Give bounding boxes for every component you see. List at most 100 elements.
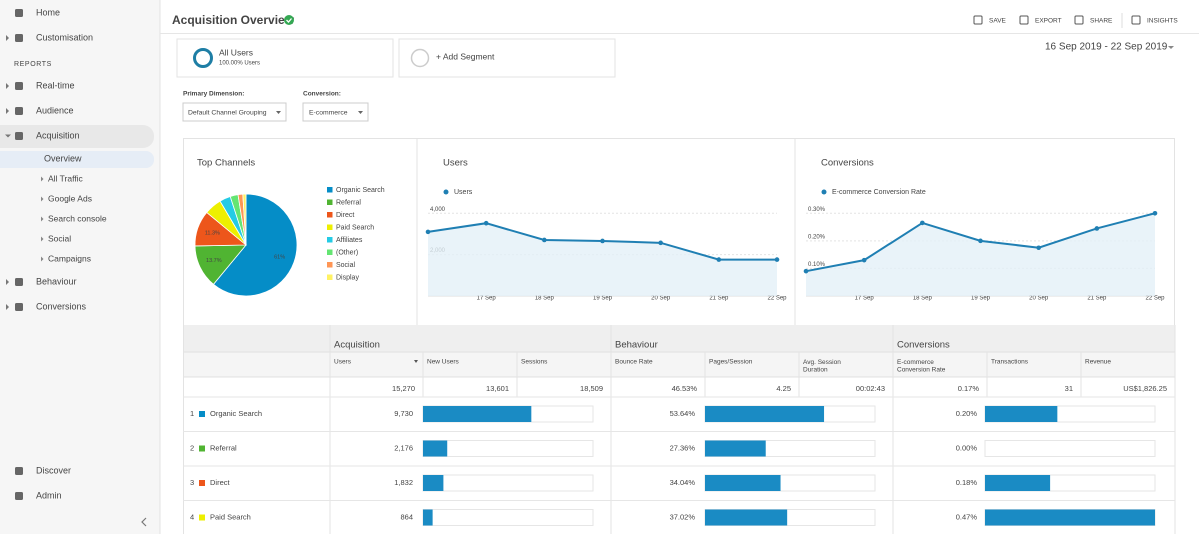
bar	[705, 509, 788, 526]
bounce-rate-value: 53.64%	[670, 409, 696, 418]
nav-item[interactable]: Behaviour	[36, 276, 77, 286]
nav-item[interactable]: Overview	[44, 153, 82, 163]
legend-swatch	[327, 274, 333, 280]
action-icon	[1131, 15, 1141, 25]
channel-link[interactable]: Referral	[210, 443, 237, 452]
point	[1094, 226, 1100, 231]
expand-arrow	[41, 236, 44, 242]
column-header[interactable]: Users	[334, 359, 352, 366]
bar-track	[422, 440, 594, 457]
y-tick-label: 0.20%	[808, 234, 826, 240]
legend-swatch	[327, 212, 333, 218]
legend-swatch	[327, 199, 333, 205]
column-header[interactable]: Transactions	[991, 359, 1029, 366]
total-value: 0.17%	[958, 384, 980, 393]
slice-label: 11.3%	[205, 231, 220, 237]
bar-track	[984, 440, 1156, 457]
legend-swatch	[327, 262, 333, 268]
nav-item[interactable]: Customisation	[36, 32, 93, 42]
dropdown[interactable]	[182, 102, 287, 122]
column-header[interactable]: Sessions	[521, 359, 548, 366]
total-value: 00:02:43	[856, 384, 885, 393]
point	[1036, 245, 1041, 251]
nav-item[interactable]: Admin	[36, 490, 62, 500]
legend-label: Display	[336, 274, 359, 281]
area	[806, 213, 1155, 296]
legend-label: Paid Search	[336, 224, 374, 231]
legend-label: Direct	[336, 212, 354, 219]
channel-link[interactable]: Organic Search	[210, 409, 262, 418]
nav-item[interactable]: Social	[48, 233, 71, 243]
channel-link[interactable]: Paid Search	[210, 512, 251, 521]
expand-arrow	[41, 216, 44, 222]
total-value: 4.25	[776, 384, 791, 393]
nav-item[interactable]: Discover	[36, 465, 71, 475]
row-rank: 1	[190, 409, 194, 418]
nav-icon	[15, 107, 23, 115]
channel-swatch	[199, 445, 205, 452]
nav-icon	[15, 82, 23, 90]
add-segment[interactable]: + Add Segment	[436, 51, 495, 61]
y-tick-label: 0.30%	[808, 207, 826, 213]
action-button[interactable]: EXPORT	[1035, 18, 1062, 25]
nav-item[interactable]: Conversions	[36, 301, 87, 311]
users-value: 2,176	[394, 443, 413, 452]
nav-item[interactable]: Acquisition	[36, 130, 80, 140]
chart-title: Users	[443, 158, 468, 169]
active-section	[0, 125, 154, 148]
action-button[interactable]: SHARE	[1090, 18, 1113, 25]
nav-item[interactable]: Campaigns	[48, 253, 91, 263]
dropdown-value: E-commerce	[309, 109, 348, 116]
action-button[interactable]: SAVE	[989, 18, 1007, 25]
total-value: 46.53%	[672, 384, 698, 393]
channel-swatch	[199, 514, 205, 521]
action-button[interactable]: INSIGHTS	[1147, 18, 1178, 25]
x-tick-label: 17 Sep	[855, 296, 875, 302]
nav-item[interactable]: Audience	[36, 105, 74, 115]
slice-label: 61%	[274, 255, 285, 261]
channel-link[interactable]: Direct	[210, 478, 231, 487]
nav-item[interactable]: Real-time	[36, 80, 75, 90]
dropdown[interactable]	[302, 102, 369, 122]
add-segment-card[interactable]	[398, 38, 616, 78]
column-header[interactable]: Pages/Session	[709, 359, 753, 366]
column-header-row	[183, 352, 1175, 377]
area	[428, 223, 777, 296]
expand-arrow	[6, 108, 9, 114]
legend-label: Affiliates	[336, 237, 363, 244]
column-header[interactable]: New Users	[427, 359, 460, 366]
pie-slice	[242, 193, 247, 246]
users-value: 864	[400, 512, 413, 521]
y-tick-label: 4,000	[430, 207, 446, 213]
date-range[interactable]: 16 Sep 2019 - 22 Sep 2019	[1045, 42, 1168, 53]
action-icon	[1019, 15, 1029, 25]
column-header[interactable]: Bounce Rate	[615, 359, 653, 366]
nav-item: REPORTS	[14, 61, 52, 68]
nav-icon	[15, 132, 23, 140]
point	[483, 220, 489, 226]
nav-item[interactable]: All Traffic	[48, 173, 84, 183]
x-tick-label: 22 Sep	[1145, 296, 1165, 302]
bounce-rate-value: 37.02%	[670, 512, 696, 521]
chart-title: Conversions	[821, 158, 874, 169]
column-header[interactable]: Revenue	[1085, 359, 1111, 366]
nav-item[interactable]: Google Ads	[48, 193, 92, 203]
dropdown-caret	[358, 111, 363, 114]
column-header[interactable]: E-commerce Conversion Rate	[897, 359, 946, 374]
page-title: Acquisition Overview	[172, 13, 295, 27]
nav-item[interactable]: Search console	[48, 213, 107, 223]
expand-arrow	[6, 304, 9, 310]
segment-card	[176, 38, 394, 78]
column-header[interactable]: Avg. Session Duration	[803, 359, 843, 374]
x-tick-label: 19 Sep	[971, 296, 991, 302]
x-tick-label: 17 Sep	[477, 296, 497, 302]
point	[658, 240, 663, 246]
sidebar	[0, 0, 160, 534]
point	[803, 268, 809, 274]
row-rank: 3	[190, 478, 194, 487]
nav-item[interactable]: Home	[36, 7, 60, 17]
bar	[423, 509, 433, 526]
channel-swatch	[199, 411, 205, 417]
slice-label: 13.7%	[206, 258, 222, 264]
x-tick-label: 20 Sep	[1029, 296, 1049, 302]
